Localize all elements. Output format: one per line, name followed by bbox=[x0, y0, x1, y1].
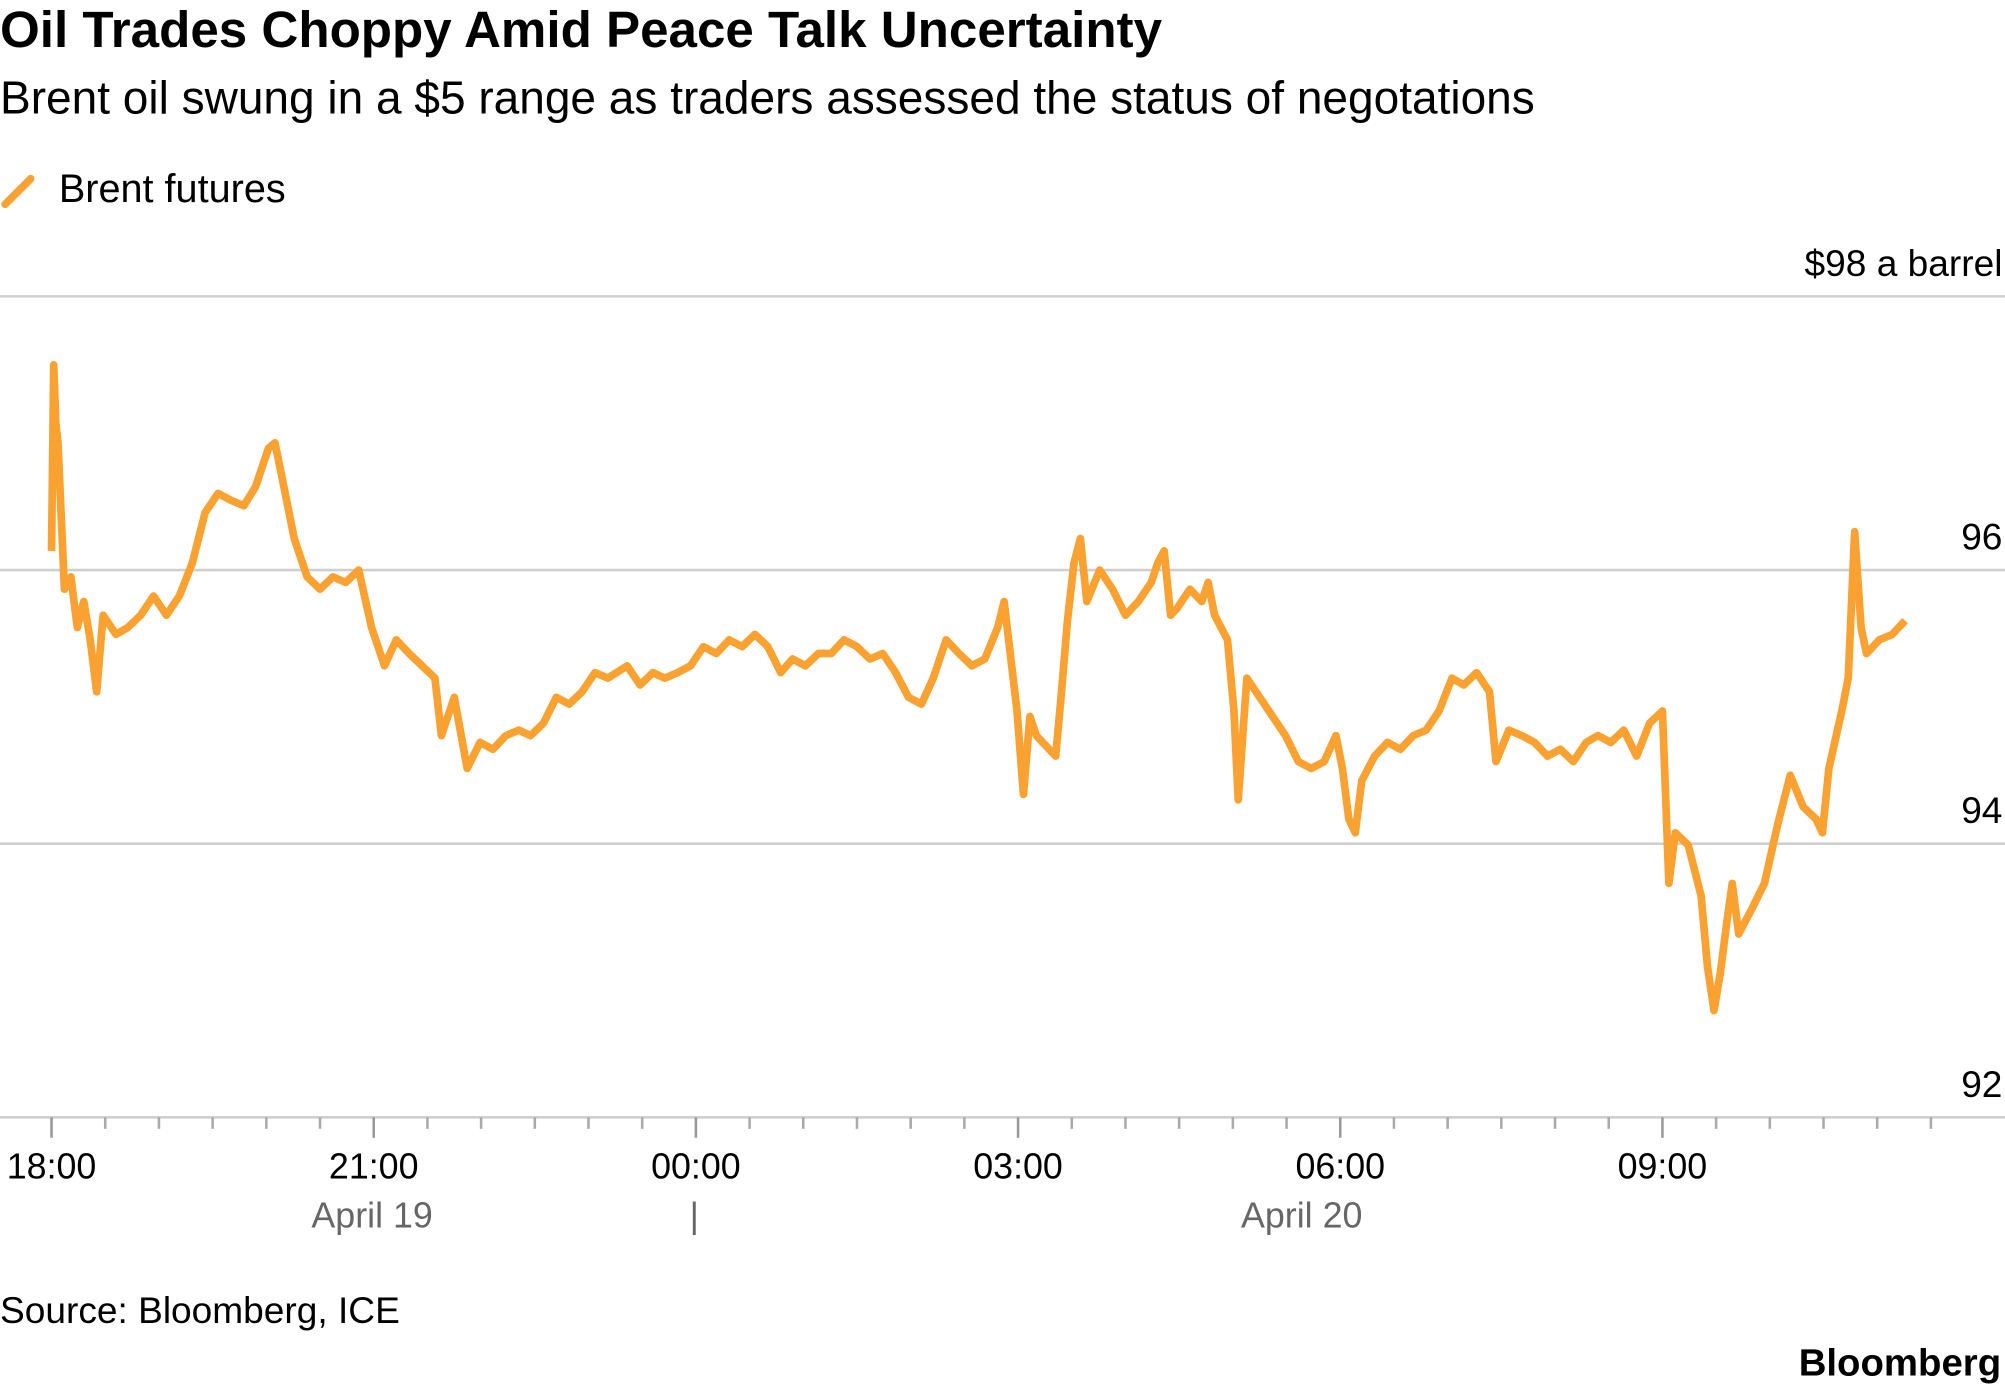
date-label: April 20 bbox=[1241, 1195, 1362, 1235]
brand: Bloomberg bbox=[1799, 1342, 2001, 1385]
source: Source: Bloomberg, ICE bbox=[0, 1289, 400, 1331]
legend-swatch bbox=[1, 174, 35, 209]
date-label: April 19 bbox=[311, 1195, 432, 1235]
x-tick-label: 03:00 bbox=[973, 1147, 1063, 1187]
y-tick-label: 96 bbox=[1961, 516, 2002, 558]
x-tick-label: 00:00 bbox=[651, 1147, 741, 1187]
x-tick-label: 21:00 bbox=[329, 1147, 419, 1187]
chart-title: Oil Trades Choppy Amid Peace Talk Uncert… bbox=[0, 1, 1163, 58]
x-tick-label: 06:00 bbox=[1295, 1147, 1385, 1187]
y-tick-label: 94 bbox=[1961, 789, 2002, 831]
x-tick-label: 18:00 bbox=[7, 1147, 97, 1187]
x-tick-label: 09:00 bbox=[1618, 1147, 1708, 1187]
price-line bbox=[47, 360, 1908, 1015]
y-tick-label: 92 bbox=[1961, 1063, 2002, 1105]
legend-label: Brent futures bbox=[59, 167, 286, 211]
date-label: | bbox=[690, 1195, 699, 1235]
chart-subtitle: Brent oil swung in a $5 range as traders… bbox=[0, 72, 1535, 124]
y-tick-label: $98 a barrel bbox=[1805, 242, 2003, 284]
